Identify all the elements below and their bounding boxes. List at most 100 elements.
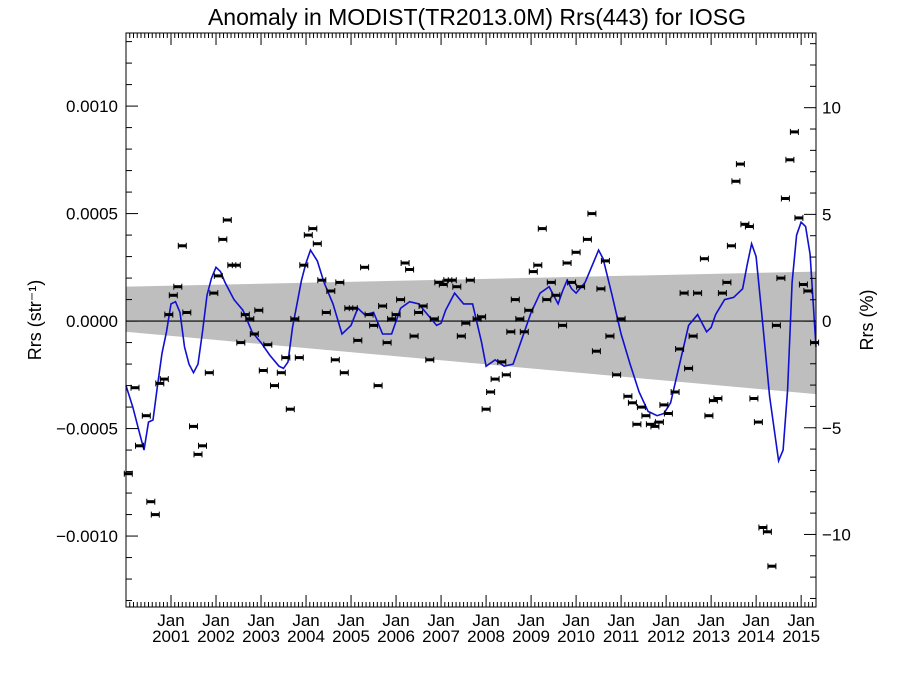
- data-point: [582, 236, 592, 243]
- data-point: [222, 217, 232, 223]
- data-point: [497, 358, 507, 365]
- data-point: [684, 365, 694, 372]
- data-point: [339, 369, 349, 376]
- data-point: [400, 260, 410, 266]
- data-point: [675, 346, 685, 352]
- data-points: [123, 128, 820, 570]
- data-point: [744, 223, 754, 230]
- data-point: [519, 328, 529, 335]
- data-point: [360, 264, 370, 271]
- data-point: [150, 511, 160, 518]
- data-point: [299, 262, 309, 269]
- data-point: [240, 311, 250, 318]
- y-left-tick-label: −0.0005: [56, 420, 118, 439]
- data-point: [803, 288, 813, 294]
- x-tick-month-label: Jan: [472, 611, 499, 630]
- data-point: [722, 279, 732, 286]
- data-point: [789, 128, 799, 135]
- data-point: [418, 303, 428, 309]
- data-point: [249, 331, 259, 337]
- data-point: [616, 315, 626, 322]
- data-point: [364, 311, 374, 318]
- x-tick-month-label: Jan: [742, 611, 769, 630]
- x-tick-month-label: Jan: [787, 611, 814, 630]
- x-tick-month-label: Jan: [382, 611, 409, 630]
- data-point: [135, 442, 144, 449]
- x-tick-month-label: Jan: [202, 611, 229, 630]
- plot-area: [123, 32, 820, 608]
- data-point: [758, 524, 768, 531]
- x-tick-year-label: 2006: [377, 627, 415, 646]
- x-tick-year-label: 2014: [737, 627, 775, 646]
- data-point: [335, 279, 345, 286]
- chart-title: Anomaly in MODIST(TR2013.0M) Rrs(443) fo…: [208, 4, 746, 30]
- data-point: [193, 451, 203, 458]
- x-tick-month-label: Jan: [292, 611, 319, 630]
- data-point: [636, 404, 646, 411]
- data-point: [456, 333, 466, 340]
- data-point: [258, 367, 268, 374]
- data-point: [510, 296, 520, 303]
- data-point: [391, 311, 401, 318]
- x-tick-year-label: 2011: [603, 627, 640, 646]
- data-point: [587, 210, 597, 217]
- data-point: [641, 412, 651, 419]
- x-tick-year-label: 2004: [287, 627, 325, 646]
- data-point: [409, 333, 419, 340]
- y-left-tick-label: −0.0010: [56, 527, 118, 546]
- y-axis-left: 0.0010 0.0005 0.0000 −0.0005 −0.0010: [56, 41, 138, 602]
- x-tick-month-label: Jan: [652, 611, 679, 630]
- data-point: [567, 279, 577, 286]
- data-point: [693, 290, 703, 297]
- x-tick-year-label: 2002: [197, 627, 235, 646]
- data-point: [713, 395, 723, 402]
- x-tick-month-label: Jan: [517, 611, 544, 630]
- y-left-tick-label: 0.0010: [66, 97, 118, 116]
- data-point: [146, 498, 156, 505]
- data-point: [348, 305, 358, 312]
- y-right-tick-label: 10: [822, 99, 841, 118]
- data-point: [168, 292, 178, 299]
- data-point: [290, 315, 300, 322]
- data-point: [776, 275, 786, 282]
- data-point: [627, 399, 637, 406]
- data-point: [753, 419, 763, 426]
- data-point: [477, 313, 487, 320]
- data-point: [780, 195, 790, 202]
- data-point: [438, 281, 448, 288]
- data-point: [263, 341, 273, 348]
- x-tick-year-label: 2010: [557, 627, 595, 646]
- data-point: [528, 268, 538, 275]
- data-point: [382, 339, 392, 346]
- x-tick-month-label: Jan: [562, 611, 589, 630]
- data-point: [155, 380, 165, 387]
- data-point: [378, 303, 388, 309]
- data-point: [218, 236, 228, 243]
- data-point: [326, 288, 336, 294]
- data-point: [654, 419, 664, 426]
- x-tick-month-label: Jan: [157, 611, 184, 630]
- data-point: [562, 260, 572, 266]
- data-point: [204, 369, 214, 376]
- x-tick-month-label: Jan: [697, 611, 724, 630]
- data-point: [501, 371, 511, 378]
- y-left-tick-label: 0.0000: [66, 312, 118, 331]
- data-point: [704, 412, 714, 419]
- x-tick-year-label: 2008: [467, 627, 505, 646]
- y-right-tick-label: −5: [822, 419, 841, 438]
- data-point: [551, 292, 561, 299]
- x-axis: Jan2001Jan2002Jan2003Jan2004Jan2005Jan20…: [129, 33, 820, 646]
- uncertainty-band: [126, 271, 816, 395]
- data-point: [285, 406, 295, 413]
- data-point: [632, 421, 642, 428]
- data-point: [245, 315, 255, 322]
- data-point: [650, 423, 660, 430]
- data-point: [396, 296, 406, 303]
- data-point: [542, 296, 552, 303]
- data-point: [515, 315, 525, 322]
- data-point: [173, 283, 183, 290]
- data-point: [679, 290, 689, 297]
- data-point: [141, 412, 151, 419]
- data-point: [213, 272, 223, 279]
- data-point: [231, 262, 241, 269]
